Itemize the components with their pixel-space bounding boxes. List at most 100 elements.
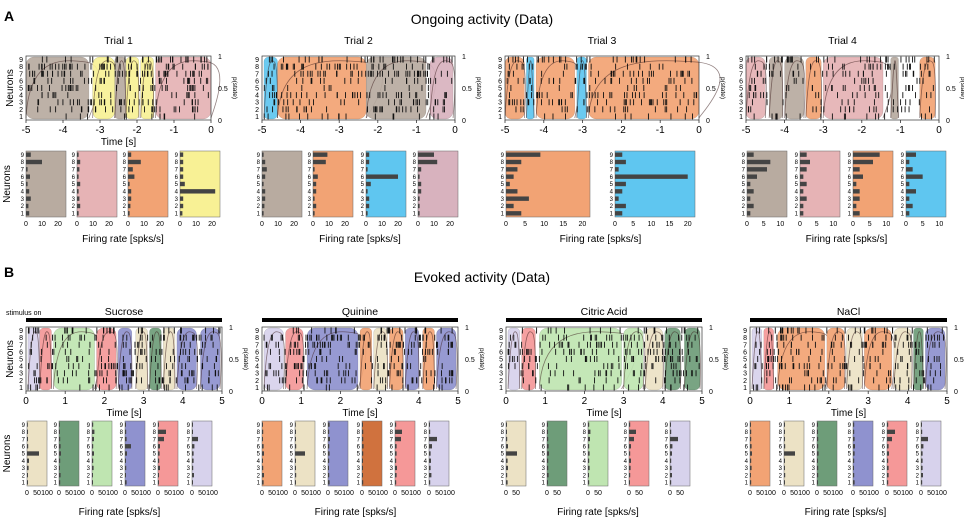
rate-bar <box>128 196 132 201</box>
neuron-tick-label: 7 <box>739 71 743 78</box>
firing-rate-axis-label: Firing rate [spks/s] <box>557 507 639 518</box>
rate-bar <box>906 167 913 172</box>
rate-bar <box>59 444 61 449</box>
x-tick-label: -4 <box>780 125 789 136</box>
prob-tick-label: 0.5 <box>465 357 475 364</box>
rate-bar <box>506 429 507 434</box>
rate-bar <box>125 473 126 478</box>
rate-neuron-tick: 2 <box>413 204 417 210</box>
rate-bar <box>362 465 363 471</box>
rate-bar <box>853 152 880 157</box>
rate-neuron-tick: 3 <box>21 197 25 203</box>
rate-neuron-tick: 7 <box>501 168 505 174</box>
rate-tick-label: 20 <box>341 221 349 228</box>
rate-bar <box>784 436 785 442</box>
rate-neuron-tick: 9 <box>72 153 76 159</box>
rate-tick-label: 100 <box>831 490 843 497</box>
rate-neuron-tick: 1 <box>308 212 312 218</box>
neuron-tick-label: 9 <box>255 328 259 335</box>
neuron-tick-label: 4 <box>739 93 743 100</box>
rate-neuron-tick: 2 <box>742 204 746 210</box>
rate-bar <box>670 422 671 427</box>
rate-bar <box>670 465 672 471</box>
rate-neuron-tick: 4 <box>87 459 91 465</box>
rate-bar <box>192 458 194 463</box>
rate-y-axis-label: Neurons <box>2 435 13 473</box>
rate-bar <box>92 473 93 478</box>
rate-neuron-tick: 5 <box>745 452 749 458</box>
rate-bar <box>921 473 923 478</box>
rate-neuron-tick: 9 <box>22 423 26 429</box>
rate-tick-label: 50 <box>198 490 206 497</box>
rate-neuron-tick: 5 <box>54 452 58 458</box>
prob-tick-label: 0 <box>954 389 958 396</box>
rate-tick-label: 0 <box>919 490 923 497</box>
state-probability-curve <box>162 331 176 390</box>
prob-tick-label: 0 <box>218 118 222 125</box>
prob-tick-label: 1 <box>462 54 466 61</box>
rate-neuron-tick: 6 <box>390 444 394 450</box>
rate-neuron-tick: 7 <box>187 437 191 443</box>
rate-neuron-tick: 9 <box>54 423 58 429</box>
rate-neuron-tick: 9 <box>390 423 394 429</box>
rate-bar <box>262 444 264 449</box>
rate-bar <box>506 189 518 194</box>
rate-neuron-tick: 2 <box>665 473 669 479</box>
rate-neuron-tick: 6 <box>542 444 546 450</box>
neuron-tick-label: 5 <box>498 86 502 93</box>
rate-bar <box>750 444 752 449</box>
rate-neuron-tick: 1 <box>812 481 816 487</box>
x-tick-label: 1 <box>787 396 793 407</box>
rate-neuron-tick: 8 <box>21 160 25 166</box>
rate-bar <box>77 181 81 187</box>
x-axis-label: Time [s] <box>586 408 621 419</box>
rate-bar <box>295 473 297 478</box>
rate-neuron-tick: 8 <box>361 160 365 166</box>
rate-neuron-tick: 4 <box>54 459 58 465</box>
rate-bar <box>887 473 889 478</box>
rate-bar <box>853 174 863 179</box>
rate-bar <box>670 444 673 449</box>
state-probability-curve <box>39 331 52 390</box>
rate-neuron-tick: 1 <box>357 481 361 487</box>
rate-neuron-tick: 7 <box>901 168 905 174</box>
rate-neuron-tick: 1 <box>665 481 669 487</box>
rate-bar <box>362 429 364 434</box>
rate-neuron-tick: 9 <box>501 153 505 159</box>
rate-bar <box>921 436 928 442</box>
rate-neuron-tick: 9 <box>87 423 91 429</box>
rate-neuron-tick: 9 <box>413 153 417 159</box>
state-rate-panel <box>587 420 609 487</box>
rate-neuron-tick: 1 <box>153 481 157 487</box>
rate-bar <box>853 458 855 463</box>
rate-neuron-tick: 1 <box>501 212 505 218</box>
rate-bar <box>262 167 267 172</box>
rate-bar <box>629 465 631 471</box>
rate-tick-label: 0 <box>90 490 94 497</box>
rate-bar <box>784 458 785 463</box>
rate-bar <box>362 436 364 442</box>
rate-bar <box>817 480 818 485</box>
rate-neuron-tick: 8 <box>542 430 546 436</box>
rate-neuron-tick: 8 <box>795 160 799 166</box>
rate-bar <box>747 152 754 157</box>
neuron-tick-label: 6 <box>19 78 23 85</box>
rate-bar <box>588 480 590 485</box>
rate-bar <box>262 473 264 478</box>
rate-neuron-tick: 2 <box>916 473 920 479</box>
state-rate-panel <box>191 420 213 487</box>
rate-bar <box>262 189 266 194</box>
rate-neuron-tick: 6 <box>21 175 25 181</box>
rate-neuron-tick: 6 <box>123 175 127 181</box>
state-probability-curve <box>114 60 127 119</box>
rate-neuron-tick: 3 <box>257 466 261 472</box>
rate-neuron-tick: 6 <box>901 175 905 181</box>
neuron-tick-label: 1 <box>19 385 23 392</box>
rate-neuron-tick: 7 <box>812 437 816 443</box>
rate-bar <box>629 451 631 456</box>
neuron-tick-label: 2 <box>19 107 23 114</box>
rate-neuron-tick: 4 <box>583 459 587 465</box>
rate-tick-label: 100 <box>764 490 776 497</box>
